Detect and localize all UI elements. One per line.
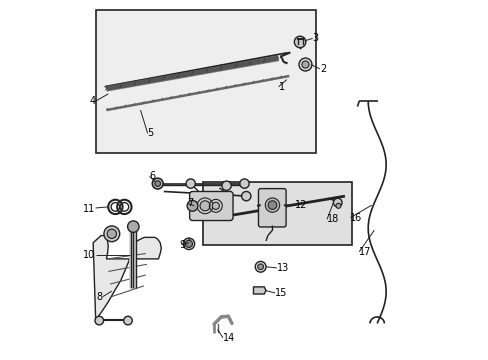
Text: 5: 5: [147, 129, 154, 138]
Circle shape: [187, 201, 198, 211]
Circle shape: [257, 264, 263, 270]
Text: 7: 7: [187, 198, 193, 208]
FancyBboxPatch shape: [258, 189, 285, 227]
Circle shape: [185, 179, 195, 188]
Circle shape: [301, 61, 308, 68]
Text: 4: 4: [89, 96, 96, 106]
Text: 2: 2: [319, 64, 325, 74]
FancyBboxPatch shape: [189, 192, 233, 221]
Text: 12: 12: [294, 200, 306, 210]
Text: 6: 6: [149, 171, 155, 181]
Circle shape: [267, 201, 276, 210]
Text: 11: 11: [83, 204, 96, 214]
Text: 17: 17: [359, 247, 371, 257]
Circle shape: [239, 179, 249, 188]
Circle shape: [333, 198, 341, 207]
Text: 15: 15: [274, 288, 287, 298]
Circle shape: [127, 221, 139, 232]
Polygon shape: [253, 287, 265, 294]
Circle shape: [95, 316, 103, 325]
Circle shape: [183, 238, 194, 249]
Text: 3: 3: [312, 33, 318, 43]
Circle shape: [155, 181, 160, 186]
Circle shape: [222, 181, 231, 190]
Text: 14: 14: [223, 333, 235, 343]
Text: 1: 1: [278, 82, 284, 92]
Circle shape: [185, 240, 192, 247]
Polygon shape: [93, 235, 161, 320]
Circle shape: [265, 198, 279, 212]
Circle shape: [298, 58, 311, 71]
Circle shape: [335, 203, 340, 208]
Circle shape: [104, 226, 120, 242]
Text: 10: 10: [83, 250, 96, 260]
Text: 13: 13: [276, 263, 288, 273]
Text: 9: 9: [179, 239, 185, 249]
Circle shape: [255, 261, 265, 272]
Bar: [96, 10, 316, 153]
Circle shape: [212, 202, 219, 210]
Circle shape: [152, 178, 163, 189]
Bar: [203, 182, 351, 244]
Circle shape: [123, 316, 132, 325]
Circle shape: [200, 201, 210, 211]
Text: 8: 8: [97, 292, 102, 302]
Text: 16: 16: [349, 213, 362, 222]
Circle shape: [241, 192, 250, 201]
Circle shape: [294, 36, 305, 48]
Circle shape: [107, 229, 116, 238]
Text: 18: 18: [326, 215, 339, 224]
